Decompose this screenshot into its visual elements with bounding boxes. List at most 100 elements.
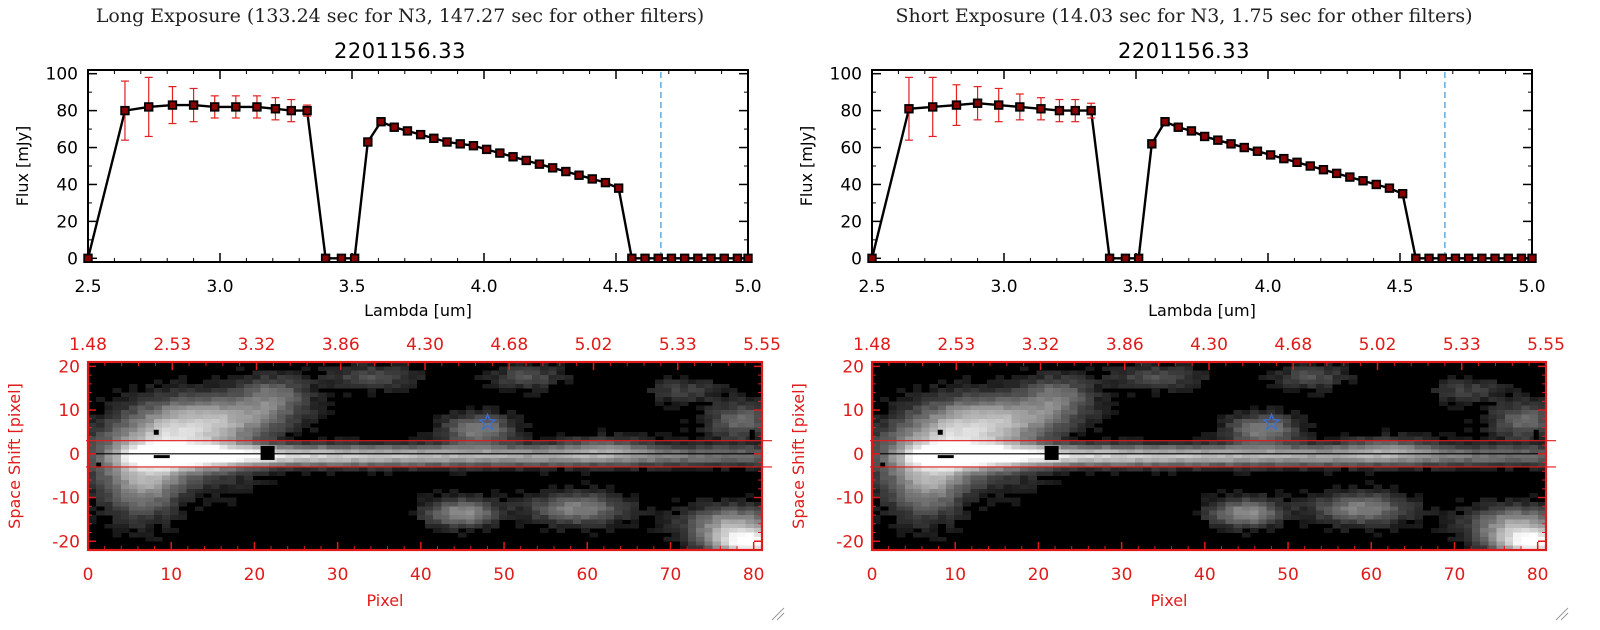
image-pixel [1455,405,1465,411]
image-pixel [227,471,237,477]
image-pixel [1061,427,1070,433]
image-pixel [888,475,898,481]
image-pixel [1077,405,1087,411]
image-pixel [153,475,163,481]
image-pixel [203,466,212,472]
image-pixel [663,405,672,411]
image-pixel [1315,388,1325,393]
image-pixel [1061,410,1070,415]
image-pixel [970,405,980,411]
image-pixel [186,449,196,455]
image-pixel [1480,497,1489,503]
image-pixel [1003,423,1013,428]
image-pixel [1348,523,1358,529]
image-pixel [688,523,697,529]
image-pixel [170,449,179,455]
image-pixel [211,488,220,494]
image-pixel [88,466,97,472]
image-pixel [1061,414,1070,420]
image-pixel [737,545,746,551]
image-pixel [170,484,179,490]
image-pixel [252,480,262,485]
image-pixel [1439,466,1448,472]
image-pixel [170,405,179,411]
image-pixel [186,462,196,468]
image-pixel [729,449,738,455]
image-pixel [318,414,327,420]
image-pixel [1143,449,1152,455]
image-pixel [704,462,714,468]
image-pixel [490,488,500,494]
image-pixel [1504,449,1514,455]
image-pixel [614,493,623,498]
image-pixel [170,506,179,512]
image-pixel [293,401,303,407]
image-pixel [1291,370,1300,376]
image-pixel [145,528,155,533]
image-pixel [137,497,146,503]
image-pixel [921,462,930,468]
image-pixel [260,388,270,393]
image-pixel [1488,501,1498,507]
image-pixel [745,440,755,446]
image-pixel [1513,458,1522,463]
image-pixel [383,388,393,393]
image-pixel [1069,379,1078,385]
image-pixel [597,462,607,468]
image-pixel [507,362,516,367]
image-pixel [720,440,730,446]
image-pixel [235,466,245,472]
image-pixel [962,515,972,520]
image-pixel [937,423,947,428]
image-pixel [712,506,722,512]
image-pixel [490,493,500,498]
image-pixel [203,427,212,433]
image-pixel [1414,497,1424,503]
image-pixel [1044,410,1054,415]
image-pixel [929,519,939,525]
image-pixel [745,418,755,424]
image-pixel [1258,458,1267,463]
image-pixel [655,453,664,459]
image-pixel [1299,375,1309,380]
image-pixel [1299,458,1309,463]
image-pixel [1085,392,1095,398]
image-pixel [449,497,459,503]
image-pixel [1496,405,1506,411]
image-pixel [449,506,459,512]
image-pixel [872,449,881,455]
image-pixel [1504,427,1514,433]
image-pixel [1266,462,1276,468]
image-pixel [1529,445,1539,450]
image-pixel [1480,532,1489,538]
image-pixel [482,519,492,525]
image-pixel [408,458,418,463]
image-pixel [1003,480,1013,485]
image-pixel [937,471,947,477]
image-pixel [268,440,278,446]
image-pixel [978,405,988,411]
image-pixel [880,510,889,516]
image-pixel [1340,510,1350,516]
image-pixel [679,392,689,398]
image-pixel [1217,453,1226,459]
image-pixel [1430,436,1440,442]
image-pixel [954,414,963,420]
image-pixel [416,510,426,516]
image-pixel [474,410,483,415]
image-pixel [326,453,335,459]
image-pixel [1036,427,1046,433]
image-pixel [1315,458,1325,463]
image-pixel [194,396,204,402]
image-pixel [880,445,889,450]
image-pixel [1250,528,1259,533]
image-pixel [646,466,656,472]
image-pixel [904,440,914,446]
image-pixel [170,379,179,385]
image-pixel [1307,383,1317,389]
image-pixel [962,488,972,494]
image-pixel [929,388,939,393]
image-pixel [995,431,1004,437]
image-pixel [1291,510,1300,516]
image-pixel [1266,519,1276,525]
